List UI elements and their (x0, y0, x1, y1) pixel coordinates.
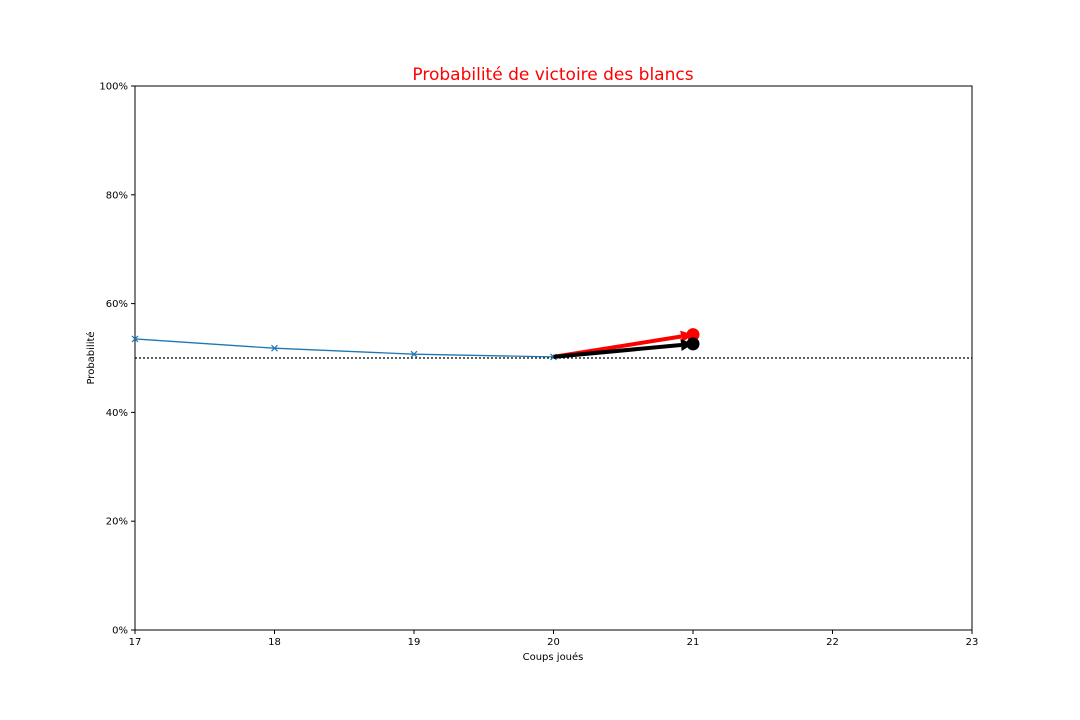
y-tick-label: 100% (99, 82, 128, 93)
x-axis: 17 18 19 20 21 22 23 (129, 630, 979, 648)
x-tick-label: 22 (826, 637, 839, 648)
chart-title: Probabilité de victoire des blancs (412, 65, 693, 85)
x-axis-label: Coups joués (523, 651, 584, 663)
y-axis-label: Probabilité (85, 331, 97, 384)
arrow-head (680, 330, 693, 343)
data-point (410, 350, 418, 358)
arrow-end-marker (686, 337, 700, 351)
y-tick-label: 60% (106, 299, 128, 310)
move-arrow (553, 342, 682, 359)
x-tick-label: 19 (408, 637, 421, 648)
x-tick-label: 17 (129, 637, 142, 648)
series-layer (131, 335, 557, 361)
x-tick-label: 23 (966, 637, 979, 648)
y-tick-label: 80% (106, 190, 128, 201)
y-axis: 0% 20% 40% 60% 80% 100% (99, 82, 135, 637)
y-tick-label: 0% (112, 626, 128, 637)
y-tick-label: 20% (106, 517, 128, 528)
y-tick-label: 40% (106, 408, 128, 419)
data-point (131, 335, 139, 343)
x-tick-label: 18 (268, 637, 281, 648)
arrow-end-marker (686, 328, 700, 342)
x-tick-label: 20 (547, 637, 560, 648)
series-line (134, 338, 554, 358)
arrow-layer (553, 328, 700, 359)
x-tick-label: 21 (687, 637, 700, 648)
data-point (271, 344, 278, 352)
